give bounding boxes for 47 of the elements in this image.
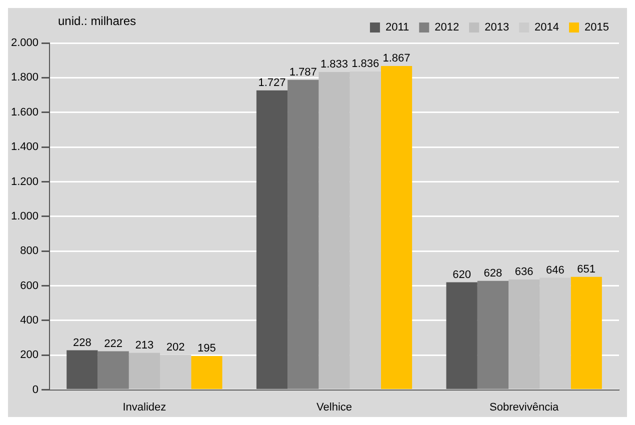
bar xyxy=(288,80,319,390)
data-label: 1.833 xyxy=(320,58,348,70)
x-tick-label: Sobrevivência xyxy=(490,401,560,414)
bar xyxy=(318,72,350,390)
y-tick-label: 400 xyxy=(20,314,39,326)
data-label: 213 xyxy=(135,339,154,352)
y-tick-label: 2.000 xyxy=(10,37,39,50)
data-label: 202 xyxy=(166,341,185,354)
data-label: 646 xyxy=(546,264,564,276)
bar xyxy=(477,280,509,390)
x-tick-label: Invalidez xyxy=(122,401,166,414)
data-label: 195 xyxy=(198,342,216,355)
y-tick-label: 1.400 xyxy=(10,141,39,154)
bar xyxy=(508,280,540,390)
x-tick-label: Velhice xyxy=(316,401,352,414)
y-tick-label: 800 xyxy=(20,245,39,258)
y-tick-label: 1.800 xyxy=(10,72,39,84)
legend-label: 2011 xyxy=(385,22,410,34)
bar xyxy=(160,354,192,390)
bar xyxy=(570,276,602,390)
legend-label: 2015 xyxy=(584,22,610,34)
y-tick-label: 600 xyxy=(20,280,39,292)
y-tick-label: 200 xyxy=(20,349,39,362)
data-label: 628 xyxy=(484,267,502,280)
bar xyxy=(350,71,381,390)
data-label: 620 xyxy=(452,268,472,281)
y-tick-label: 1.600 xyxy=(10,106,39,118)
bar xyxy=(380,66,412,390)
data-label: 1.836 xyxy=(352,58,380,70)
bar xyxy=(98,351,129,390)
y-tick-label: 1.200 xyxy=(10,176,39,188)
data-label: 1.867 xyxy=(382,52,410,65)
bar xyxy=(128,352,160,390)
bar xyxy=(191,356,222,390)
data-label: 651 xyxy=(577,263,596,276)
data-label: 228 xyxy=(72,336,92,349)
legend-label: 2012 xyxy=(434,22,460,34)
text: unid.: milhares xyxy=(58,14,136,28)
data-label: 222 xyxy=(104,338,122,350)
data-label: 1.787 xyxy=(289,66,317,78)
bar xyxy=(540,278,571,390)
data-label: 1.727 xyxy=(258,76,286,89)
legend-label: 2014 xyxy=(534,22,560,34)
data-label: 636 xyxy=(514,266,534,278)
legend-label: 2013 xyxy=(484,22,510,34)
y-tick-label: 1.000 xyxy=(10,210,39,222)
y-tick-label: 0 xyxy=(32,384,39,396)
